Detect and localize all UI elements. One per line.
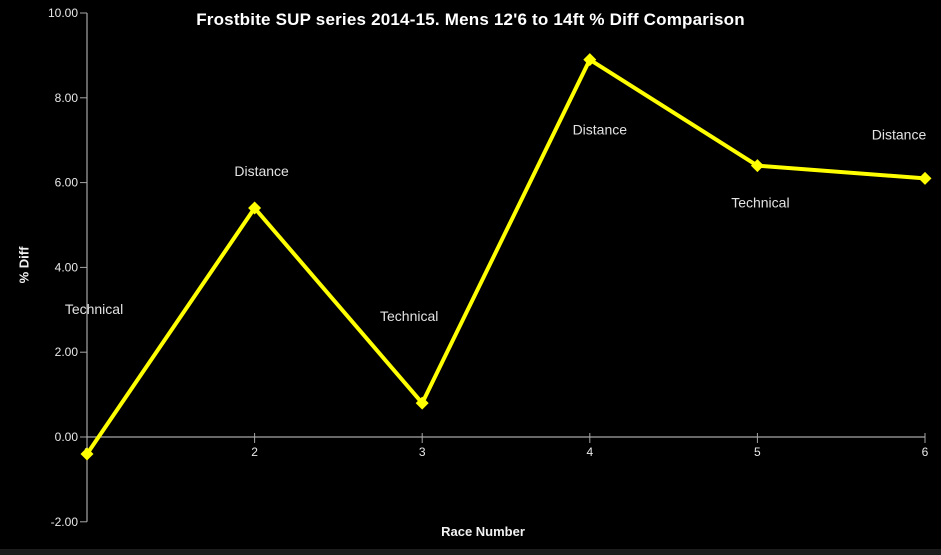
point-label: Technical <box>731 195 789 211</box>
chart-title: Frostbite SUP series 2014-15. Mens 12'6 … <box>196 10 745 29</box>
point-label: Distance <box>573 122 628 138</box>
series-line <box>85 57 927 456</box>
x-tick-label: 4 <box>586 445 593 459</box>
x-tick-label: 3 <box>419 445 426 459</box>
y-tick-label: 8.00 <box>55 91 79 105</box>
y-tick-label: 2.00 <box>55 345 79 359</box>
data-point-race-2 <box>248 201 262 215</box>
x-tick-label: 2 <box>251 445 258 459</box>
x-tick-label: 6 <box>922 445 929 459</box>
x-tick-label: 5 <box>754 445 761 459</box>
y-tick-label: 6.00 <box>55 176 79 190</box>
y-tick-label: -2.00 <box>51 515 79 529</box>
y-tick-label: 4.00 <box>55 260 79 274</box>
data-point-race-1 <box>80 447 94 461</box>
data-point-race-3 <box>415 396 429 410</box>
point-label: Technical <box>380 308 438 324</box>
window-bottom-edge <box>0 549 941 555</box>
point-label: Distance <box>872 126 927 142</box>
data-point-race-4 <box>583 53 597 67</box>
y-tick-label: 0.00 <box>55 430 79 444</box>
data-point-race-5 <box>750 159 764 173</box>
point-label: Technical <box>65 301 123 317</box>
point-label: Distance <box>234 163 289 179</box>
data-point-race-6 <box>918 171 932 185</box>
x-axis-title: Race Number <box>441 524 525 539</box>
y-tick-label: 10.00 <box>48 6 78 20</box>
